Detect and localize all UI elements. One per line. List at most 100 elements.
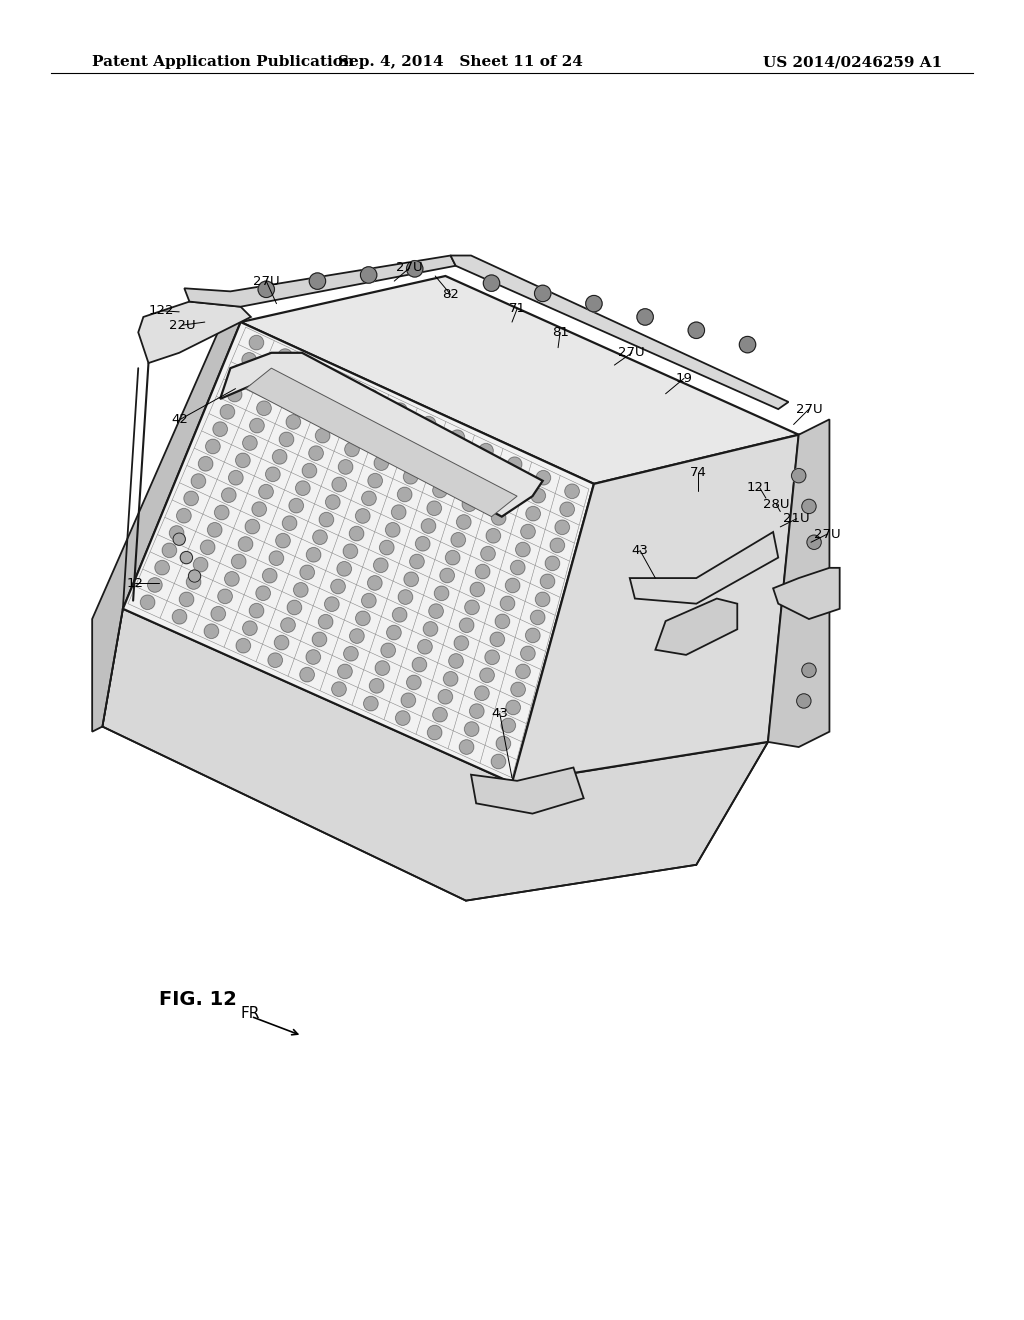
Circle shape (496, 614, 510, 628)
Circle shape (391, 506, 406, 519)
Circle shape (537, 470, 551, 484)
Circle shape (281, 618, 295, 632)
Text: 27U: 27U (814, 528, 841, 541)
Circle shape (245, 519, 259, 533)
Circle shape (688, 322, 705, 338)
Circle shape (387, 626, 401, 640)
Circle shape (350, 628, 365, 643)
Circle shape (451, 430, 465, 445)
Polygon shape (102, 609, 768, 900)
Circle shape (286, 414, 300, 429)
Circle shape (374, 455, 388, 470)
Circle shape (586, 296, 602, 312)
Polygon shape (241, 276, 799, 484)
Circle shape (208, 523, 222, 537)
Circle shape (392, 607, 407, 622)
Circle shape (234, 370, 249, 384)
Circle shape (526, 507, 541, 521)
Circle shape (239, 537, 253, 552)
Circle shape (331, 579, 345, 594)
Circle shape (739, 337, 756, 352)
Circle shape (455, 636, 469, 651)
Circle shape (438, 689, 453, 704)
Circle shape (343, 544, 357, 558)
Circle shape (309, 273, 326, 289)
Circle shape (262, 569, 276, 583)
Polygon shape (655, 598, 737, 655)
Circle shape (259, 484, 273, 499)
Circle shape (147, 578, 162, 593)
Circle shape (407, 676, 421, 689)
Circle shape (275, 533, 290, 548)
Circle shape (462, 498, 476, 511)
Circle shape (531, 488, 546, 503)
Circle shape (179, 593, 194, 607)
Circle shape (319, 512, 334, 527)
Circle shape (140, 595, 155, 610)
Circle shape (364, 389, 378, 404)
Text: 27U: 27U (396, 261, 423, 275)
Circle shape (368, 576, 382, 590)
Circle shape (186, 574, 201, 589)
Circle shape (422, 417, 436, 430)
Circle shape (269, 550, 284, 565)
Circle shape (433, 483, 447, 498)
Polygon shape (92, 322, 241, 731)
Text: 27U: 27U (796, 403, 822, 416)
Circle shape (228, 470, 243, 484)
Circle shape (213, 422, 227, 437)
Circle shape (470, 704, 484, 718)
Circle shape (560, 502, 574, 516)
Circle shape (250, 418, 264, 433)
Circle shape (501, 597, 515, 611)
Circle shape (318, 615, 333, 628)
Circle shape (296, 480, 310, 495)
Circle shape (300, 668, 314, 682)
Text: FIG. 12: FIG. 12 (159, 990, 237, 1010)
Circle shape (309, 446, 324, 461)
Circle shape (215, 506, 229, 520)
Circle shape (206, 440, 220, 454)
Circle shape (315, 429, 330, 442)
Circle shape (250, 603, 264, 618)
Circle shape (802, 663, 816, 677)
Circle shape (368, 474, 382, 488)
Circle shape (497, 492, 511, 507)
Circle shape (506, 701, 520, 714)
Circle shape (637, 309, 653, 325)
Circle shape (445, 550, 460, 565)
Circle shape (355, 611, 370, 626)
Circle shape (449, 653, 463, 668)
Circle shape (521, 524, 536, 539)
Circle shape (306, 649, 321, 664)
Polygon shape (123, 322, 594, 783)
Circle shape (231, 554, 246, 569)
Text: 21U: 21U (783, 512, 810, 525)
Circle shape (274, 635, 289, 649)
Circle shape (511, 560, 525, 574)
Polygon shape (630, 532, 778, 603)
Circle shape (404, 572, 419, 586)
Text: 12: 12 (127, 577, 143, 590)
Circle shape (272, 450, 287, 465)
Circle shape (423, 622, 437, 636)
Circle shape (457, 515, 471, 529)
Circle shape (194, 557, 208, 572)
Text: 71: 71 (509, 302, 525, 315)
Polygon shape (768, 420, 829, 747)
Circle shape (257, 401, 271, 416)
Text: 28U: 28U (763, 498, 790, 511)
Circle shape (413, 657, 427, 672)
Circle shape (249, 335, 263, 350)
Circle shape (271, 367, 286, 380)
Text: 22U: 22U (169, 318, 196, 331)
Circle shape (258, 281, 274, 297)
Text: FR: FR (241, 1006, 260, 1020)
Circle shape (278, 348, 292, 363)
Circle shape (323, 411, 337, 425)
Circle shape (162, 543, 176, 557)
Circle shape (483, 275, 500, 292)
Text: 19: 19 (676, 372, 692, 385)
Circle shape (490, 632, 505, 647)
Circle shape (410, 554, 424, 569)
